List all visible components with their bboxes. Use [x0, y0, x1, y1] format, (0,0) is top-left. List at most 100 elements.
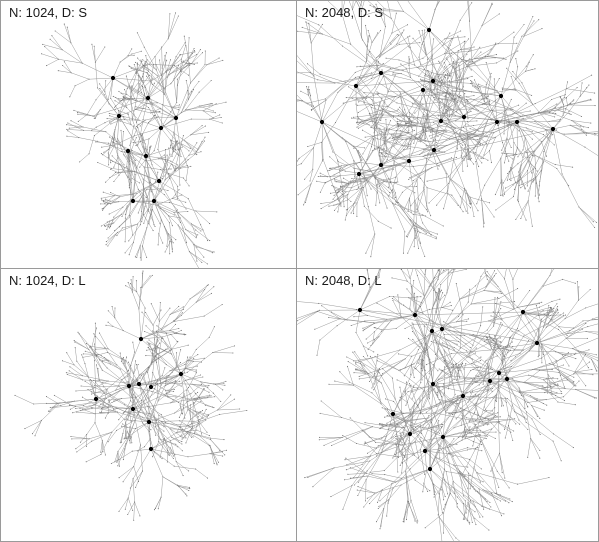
- graph-edge: [461, 130, 478, 137]
- graph-edge: [334, 180, 349, 184]
- graph-edge: [310, 72, 335, 84]
- graph-edge: [392, 203, 423, 216]
- graph-edge: [395, 80, 434, 97]
- graph-edge: [438, 91, 456, 95]
- graph-edge: [130, 86, 142, 93]
- graph-edge: [165, 395, 174, 400]
- graph-node: [508, 178, 510, 180]
- graph-edge: [366, 150, 373, 160]
- graph-node: [475, 152, 477, 154]
- graph-edge: [489, 150, 492, 163]
- graph-node: [76, 451, 78, 453]
- graph-edge: [141, 386, 152, 401]
- graph-node: [106, 118, 108, 120]
- graph-node: [462, 157, 464, 160]
- graph-edge: [594, 133, 598, 137]
- graph-node: [200, 361, 202, 363]
- graph-edge: [120, 53, 133, 63]
- graph-node: [356, 188, 358, 191]
- graph-node: [467, 158, 469, 160]
- graph-node: [524, 187, 526, 189]
- graph-edge: [396, 134, 402, 143]
- graph-edge: [361, 37, 382, 74]
- graph-node: [337, 211, 339, 213]
- graph-edge: [516, 112, 550, 123]
- graph-node: [389, 137, 391, 139]
- graph-edge: [312, 147, 314, 170]
- graph-node: [75, 448, 77, 450]
- graph-edge: [104, 91, 110, 104]
- graph-edge: [410, 77, 424, 91]
- graph-edge: [327, 165, 342, 172]
- graph-node: [400, 97, 402, 99]
- graph-edge: [130, 400, 137, 408]
- graph-edge: [477, 121, 518, 140]
- graph-node: [412, 117, 414, 119]
- graph-edge: [154, 339, 158, 351]
- graph-edge: [426, 120, 442, 159]
- graph-node: [576, 87, 578, 89]
- graph-node: [128, 187, 130, 189]
- graph-edge: [467, 101, 479, 111]
- graph-node: [365, 24, 367, 26]
- graph-edge: [172, 149, 179, 156]
- graph-edge: [549, 119, 561, 122]
- graph-edge: [407, 139, 414, 148]
- graph-edge: [361, 1, 365, 12]
- graph-edge: [130, 73, 137, 93]
- graph-edge: [446, 129, 473, 138]
- graph-edge: [465, 190, 471, 204]
- graph-node: [164, 148, 167, 151]
- graph-edge: [345, 187, 364, 193]
- graph-edge: [467, 143, 481, 147]
- graph-edge: [91, 44, 96, 63]
- hub-node: [353, 83, 359, 89]
- graph-edge: [143, 166, 161, 170]
- graph-edge: [167, 12, 176, 39]
- graph-edge: [473, 151, 479, 167]
- graph-edge: [127, 150, 133, 173]
- graph-node: [51, 35, 53, 37]
- hub-node: [514, 119, 520, 125]
- graph-node: [34, 435, 36, 437]
- graph-edge: [334, 72, 382, 84]
- graph-edge: [86, 422, 96, 435]
- graph-edge: [167, 15, 179, 39]
- graph-edge: [509, 163, 519, 172]
- graph-edge: [95, 62, 98, 88]
- graph-edge: [108, 310, 115, 318]
- graph-edge: [169, 328, 179, 331]
- graph-node: [107, 441, 109, 443]
- graph-edge: [154, 56, 157, 70]
- graph-node: [188, 37, 190, 39]
- graph-edge: [480, 150, 490, 159]
- graph-edge: [338, 161, 347, 166]
- graph-edge: [379, 150, 382, 166]
- graph-node: [204, 125, 206, 127]
- graph-node: [384, 101, 386, 103]
- graph-edge: [185, 109, 204, 112]
- graph-edge: [495, 100, 498, 123]
- graph-edge: [122, 223, 138, 229]
- graph-edge: [96, 352, 108, 356]
- graph-edge: [486, 76, 492, 99]
- graph-node: [339, 169, 341, 172]
- graph-node: [91, 43, 93, 45]
- graph-edge: [169, 447, 174, 457]
- graph-edge: [446, 59, 456, 71]
- graph-node: [383, 128, 385, 130]
- graph-edge: [504, 138, 508, 152]
- graph-edge: [321, 122, 336, 143]
- graph-edge: [170, 306, 179, 315]
- graph-node: [555, 113, 557, 115]
- graph-edge: [106, 390, 120, 399]
- graph-edge: [136, 146, 147, 168]
- graph-edge: [204, 304, 223, 317]
- graph-node: [594, 134, 596, 136]
- graph-edge: [176, 141, 191, 149]
- graph-edge: [479, 120, 488, 139]
- graph-edge: [181, 45, 186, 60]
- graph-edge: [392, 156, 424, 159]
- graph-node: [145, 148, 147, 150]
- graph-edge: [180, 166, 191, 169]
